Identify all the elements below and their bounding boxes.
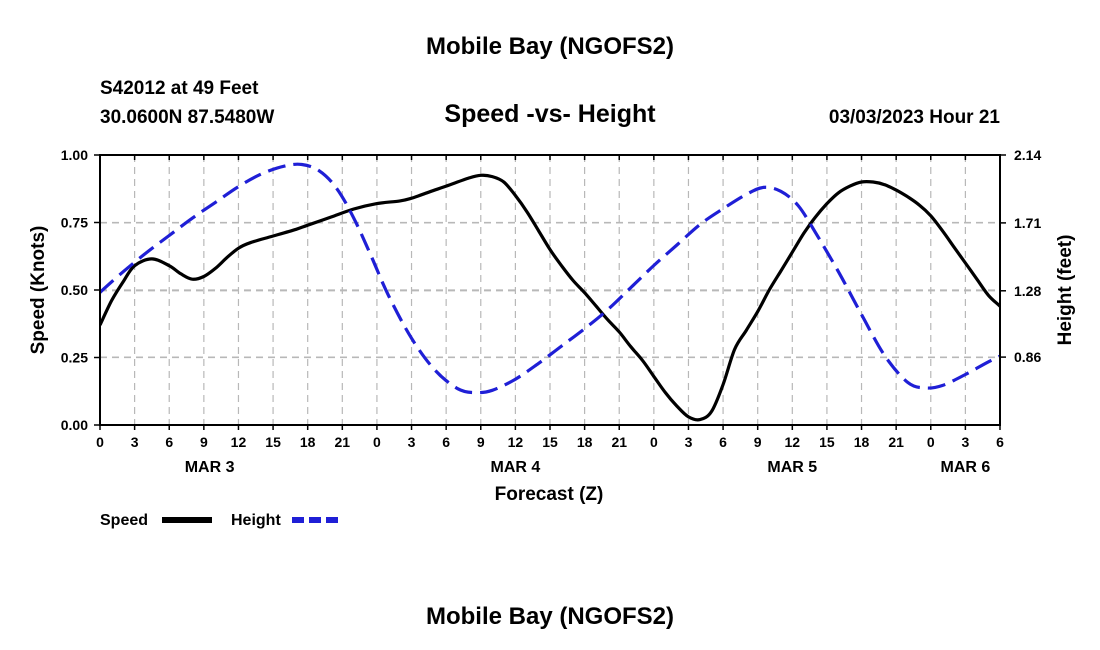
x-axis-title: Forecast (Z) [495,484,604,505]
x-tick-label: 18 [854,434,870,450]
y-left-tick-label: 1.00 [61,147,88,163]
series-layer [100,162,1000,422]
y-right-tick-label: 1.71 [1014,215,1041,231]
x-tick-label: 0 [927,434,935,450]
page-title-bottom: Mobile Bay (NGOFS2) [425,603,675,630]
chart-title: Speed -vs- Height [444,100,656,128]
series-line-speed [100,173,1000,422]
y-left-tick-label: 0.25 [61,350,88,366]
x-date-label: MAR 6 [940,459,990,476]
y-axis-left-title: Speed (Knots) [28,226,49,355]
x-tick-label: 0 [650,434,658,450]
x-date-label: MAR 5 [767,459,817,476]
series-line-height [100,162,1000,395]
legend-label-height: Height [231,512,281,529]
x-tick-label: 12 [785,434,801,450]
x-tick-label: 15 [542,434,558,450]
x-tick-label: 0 [96,434,104,450]
y-left-tick-label: 0.50 [61,282,88,298]
x-tick-label: 3 [408,434,416,450]
grid-lines [100,154,1000,425]
legend: Speed Height [100,512,342,529]
x-tick-label: 21 [888,434,904,450]
y-right-tick-label: 0.86 [1014,349,1041,365]
forecast-timestamp: 03/03/2023 Hour 21 [828,107,1000,128]
station-coordinates: 30.0600N 87.5480W [100,107,275,128]
y-left-tick-label: 0.00 [61,417,88,433]
x-tick-label: 9 [200,434,208,450]
x-tick-label: 18 [300,434,316,450]
x-tick-label: 3 [685,434,693,450]
x-tick-label: 6 [442,434,450,450]
x-tick-label: 12 [231,434,247,450]
y-right-tick-label: 2.14 [1014,147,1041,163]
x-tick-label: 6 [996,434,1004,450]
x-tick-label: 18 [577,434,593,450]
x-tick-label: 6 [719,434,727,450]
x-tick-label: 9 [754,434,762,450]
axis-layer: 0 3 6 9 12 15 18 21 0 3 6 9 12 15 18 21 0 3 6 9 12 15 18 21 0 3 6M… [61,147,1042,476]
x-date-label: MAR 3 [185,459,235,476]
x-tick-label: 12 [508,434,524,450]
x-tick-label: 15 [265,434,281,450]
legend-label-speed: Speed [100,512,148,529]
y-right-tick-label: 1.28 [1014,283,1041,299]
x-tick-label: 3 [961,434,969,450]
x-tick-label: 6 [165,434,173,450]
x-tick-label: 3 [131,434,139,450]
x-tick-label: 9 [477,434,485,450]
x-date-label: MAR 4 [490,459,540,476]
station-name: S42012 at 49 Feet [100,78,259,99]
y-axis-right-title: Height (feet) [1055,235,1076,346]
x-tick-label: 21 [335,434,351,450]
page-title-top: Mobile Bay (NGOFS2) [425,33,675,60]
y-left-tick-label: 0.75 [61,215,88,231]
x-tick-label: 21 [611,434,627,450]
x-tick-label: 15 [819,434,835,450]
x-tick-label: 0 [373,434,381,450]
